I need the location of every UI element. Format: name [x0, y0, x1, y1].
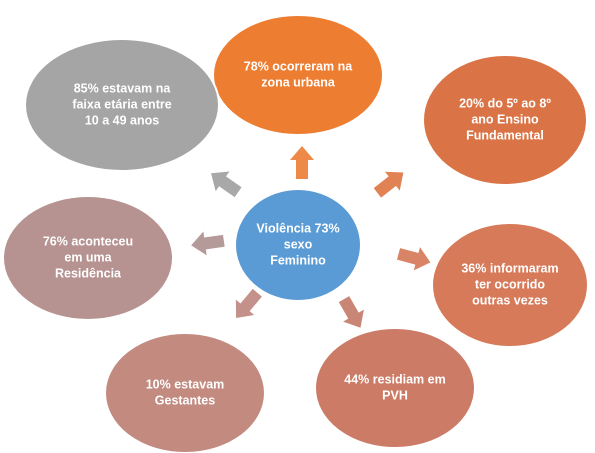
node	[24, 38, 220, 172]
center-node	[234, 188, 362, 302]
node-label: PVH	[382, 388, 408, 402]
node-label: 76% aconteceu	[43, 234, 133, 248]
node-label: Gestantes	[155, 393, 215, 407]
arrow	[338, 296, 364, 328]
arrow	[373, 171, 404, 198]
node-label: 10 a 49 anos	[85, 113, 159, 127]
node-label: sexo	[284, 237, 313, 251]
node-label: 44% residiam em	[344, 372, 445, 386]
node	[104, 332, 266, 453]
node-label: 20% do 5º ao 8º	[459, 96, 551, 110]
node	[314, 327, 476, 449]
node-label: 10% estavam	[146, 377, 225, 391]
node-label: ter ocorrido	[475, 277, 546, 291]
node-label: em uma	[64, 250, 112, 264]
node	[431, 222, 589, 348]
node-label: faixa etária entre	[72, 97, 171, 111]
node	[2, 195, 174, 321]
node-label: 36% informaram	[461, 261, 558, 275]
node-label: Fundamental	[466, 128, 544, 142]
node-label: Violência 73%	[256, 221, 339, 235]
node-label: 85% estavam na	[74, 81, 172, 95]
arrow	[191, 231, 225, 256]
node	[422, 54, 588, 186]
node-label: 78% ocorreram na	[244, 59, 353, 73]
node-label: Feminino	[270, 253, 326, 267]
node-label: outras vezes	[472, 293, 548, 307]
arrow	[211, 171, 242, 198]
node-label: zona urbana	[261, 75, 336, 89]
node-label: Residência	[55, 266, 122, 280]
node	[212, 14, 384, 136]
arrow	[290, 146, 314, 179]
node-label: ano Ensino	[471, 112, 539, 126]
arrow	[235, 288, 262, 319]
arrow	[396, 247, 431, 271]
